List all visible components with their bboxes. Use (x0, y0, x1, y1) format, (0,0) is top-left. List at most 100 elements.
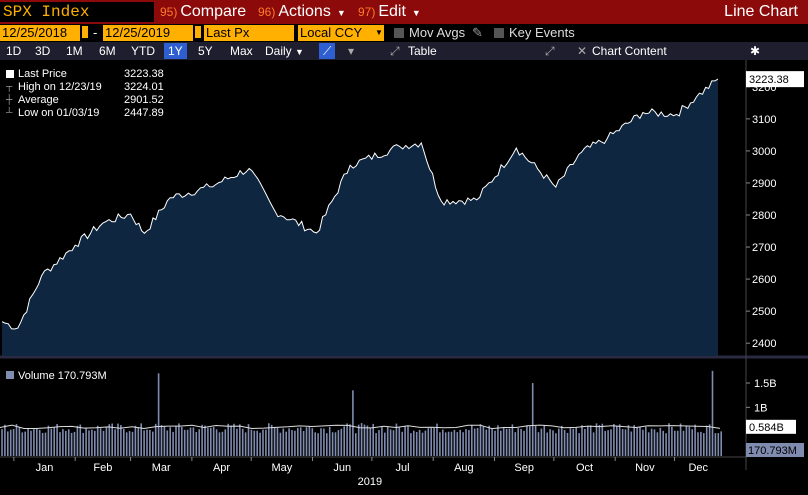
volume-axis: 1.5B 1B 0.584B 170.793M (746, 378, 804, 457)
chevron-down-icon: ▼ (411, 8, 421, 18)
y-tick-label: 2400 (752, 338, 776, 350)
chevron-down-icon: ▼ (336, 8, 346, 18)
legend-value: 3224.01 (124, 81, 164, 93)
x-tick-label: Feb (93, 462, 112, 474)
gear-icon[interactable]: ✱ (750, 44, 761, 58)
legend-label: Last Price (18, 68, 67, 80)
edit-button[interactable]: 97) Edit ▼ (358, 2, 421, 22)
expand-icon[interactable]: ⤢ (390, 44, 400, 58)
chevron-down-icon[interactable]: ▾ (348, 44, 355, 58)
y-tick-label: 3100 (752, 114, 776, 126)
legend-value: 3223.38 (124, 68, 164, 80)
compare-label: Compare (180, 3, 247, 20)
x-year-label: 2019 (358, 476, 382, 488)
legend-value: 2901.52 (124, 94, 164, 106)
low-marker-icon: ┴ (6, 107, 13, 117)
legend-low: ┴ Low on 01/03/19 2447.89 (6, 107, 168, 120)
chevron-down-icon: ▼ (295, 47, 304, 57)
price-area (2, 79, 718, 356)
average-marker-icon: ┼ (6, 94, 13, 104)
x-tick-label: Apr (213, 462, 230, 474)
mov-avgs-label: Mov Avgs (409, 25, 466, 40)
y-tick-label: 1B (754, 402, 767, 414)
range-6m[interactable]: 6M (99, 44, 116, 58)
price-line (1, 78, 719, 330)
chart-content-icon[interactable]: ✕ (577, 44, 588, 58)
x-tick-label: Aug (454, 462, 474, 474)
interval-select[interactable]: Daily ▼ (265, 43, 304, 59)
legend-high: ┬ High on 12/23/19 3224.01 (6, 81, 168, 94)
x-axis: Jan Feb Mar Apr May Jun Jul Aug Sep Oct Nov Dec 2019 (0, 456, 746, 488)
compare-shortcut: 95) (160, 5, 178, 19)
x-tick-label: Jun (333, 462, 351, 474)
currency-select[interactable]: Local CCY (298, 25, 374, 41)
price-field-select[interactable]: Last Px (204, 25, 294, 41)
legend-label: Volume (18, 370, 55, 382)
x-tick-label: Jul (396, 462, 410, 474)
range-1m[interactable]: 1M (66, 44, 83, 58)
last-volume-label: 170.793M (748, 445, 797, 457)
volume-moving-average (0, 424, 721, 430)
range-bar: 1D 3D 1M 6M YTD 1Y 5Y Max Daily ▼ ⟋ ▾ ⤢ … (0, 42, 808, 60)
range-max[interactable]: Max (230, 44, 253, 58)
y-tick-label: 2800 (752, 210, 776, 222)
chart-content-button[interactable]: Chart Content (592, 44, 667, 58)
line-chart-icon[interactable]: ⟋ (319, 43, 336, 59)
range-5y[interactable]: 5Y (198, 44, 213, 58)
legend-label: Average (18, 94, 59, 106)
y-tick-label: 2900 (752, 178, 776, 190)
legend-label: High on 12/23/19 (18, 81, 102, 93)
volume-legend: Volume 170.793M (6, 370, 107, 382)
last-volume-box (746, 443, 804, 457)
key-events-checkbox[interactable] (494, 28, 504, 38)
compare-button[interactable]: 95) Compare (160, 2, 246, 22)
expand-icon[interactable]: ⤢ (545, 44, 555, 58)
x-tick-label: Mar (152, 462, 171, 474)
chart-area: 2400 2500 2600 2700 2800 2900 3000 3100 3200 3223… (0, 60, 808, 490)
chevron-down-icon[interactable]: ▼ (374, 25, 384, 41)
calendar-icon[interactable] (194, 25, 202, 39)
params-bar: 12/25/2018 - 12/25/2019 Last Px Local CC… (0, 24, 808, 42)
high-marker-icon: ┬ (6, 81, 13, 91)
range-1d[interactable]: 1D (6, 44, 22, 58)
actions-button[interactable]: 96) Actions ▼ (258, 2, 346, 22)
key-events-label: Key Events (509, 25, 575, 40)
actions-shortcut: 96) (258, 5, 276, 19)
calendar-icon[interactable] (81, 25, 89, 39)
y-tick-label: 2500 (752, 306, 776, 318)
mov-avgs-checkbox[interactable] (394, 28, 404, 38)
ticker-field[interactable]: SPX Index (0, 2, 154, 22)
table-button[interactable]: Table (408, 44, 437, 58)
x-tick-label: Jan (36, 462, 54, 474)
range-1y[interactable]: 1Y (164, 43, 187, 59)
price-plot (0, 60, 808, 470)
legend-swatch (6, 371, 14, 379)
last-price-box (746, 71, 804, 88)
x-tick-label: Oct (576, 462, 593, 474)
legend-value: 2447.89 (124, 107, 164, 119)
moving-average-box (746, 419, 796, 434)
price-legend: Last Price 3223.38 ┬ High on 12/23/19 32… (6, 68, 168, 120)
x-tick-label: Nov (635, 462, 655, 474)
legend-average: ┼ Average 2901.52 (6, 94, 168, 107)
legend-swatch (6, 70, 14, 78)
y-tick-label: 2700 (752, 242, 776, 254)
legend-last-price: Last Price 3223.38 (6, 68, 168, 81)
end-date-field[interactable]: 12/25/2019 (103, 25, 193, 41)
last-price-label: 3223.38 (749, 74, 789, 86)
range-ytd[interactable]: YTD (131, 44, 155, 58)
range-3d[interactable]: 3D (35, 44, 51, 58)
actions-label: Actions (278, 3, 331, 20)
x-tick-label: May (271, 462, 292, 474)
chart-type-label: Line Chart (724, 3, 798, 20)
pencil-icon[interactable]: ✎ (472, 25, 483, 40)
chart-svg: 2400250026002700280029003000310032003223… (0, 60, 808, 488)
edit-label: Edit (378, 3, 406, 20)
legend-label: Low on 01/03/19 (18, 107, 100, 119)
price-axis: 2400250026002700280029003000310032003223… (746, 71, 804, 350)
y-tick-label: 2600 (752, 274, 776, 286)
start-date-field[interactable]: 12/25/2018 (0, 25, 80, 41)
edit-shortcut: 97) (358, 5, 376, 19)
y-tick-label: 3000 (752, 146, 776, 158)
legend-value: 170.793M (57, 370, 107, 382)
